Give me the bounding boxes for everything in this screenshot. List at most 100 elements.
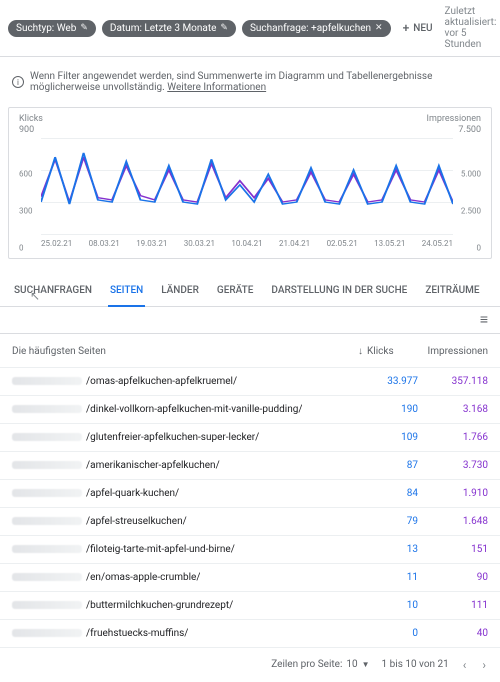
range-label: 1 bis 10 von 21 bbox=[382, 659, 449, 670]
filter-icon[interactable]: ≡ bbox=[480, 313, 488, 327]
ytick-left: 300 bbox=[19, 206, 33, 215]
url-domain-blur bbox=[12, 545, 82, 553]
page-slug: /apfel-quark-kuchen/ bbox=[86, 488, 179, 499]
ytick-left: 600 bbox=[19, 170, 33, 179]
table-header: Die häufigsten Seiten ↓ Klicks Impressio… bbox=[0, 334, 500, 368]
table-row[interactable]: /glutenfreier-apfelkuchen-super-lecker/1… bbox=[0, 424, 500, 452]
cell-impressionen: 3.730 bbox=[418, 460, 488, 471]
x-tick: 25.02.21 bbox=[41, 239, 72, 248]
chart-svg bbox=[41, 138, 453, 234]
ytick-right: 2.500 bbox=[461, 206, 481, 215]
right-axis-title: Impressionen bbox=[427, 114, 481, 125]
plus-icon: + bbox=[403, 22, 410, 34]
tab-länder[interactable]: LÄNDER bbox=[159, 273, 201, 306]
col-impressionen[interactable]: Impressionen bbox=[418, 346, 488, 357]
table-row[interactable]: /dinkel-vollkorn-apfelkuchen-mit-vanille… bbox=[0, 396, 500, 424]
chip-query[interactable]: Suchanfrage: +apfelkuchen ✕ bbox=[242, 20, 391, 37]
page-slug: /apfel-streuselkuchen/ bbox=[86, 516, 187, 527]
table-row[interactable]: /apfel-quark-kuchen/841.910 bbox=[0, 480, 500, 508]
cell-klicks: 84 bbox=[358, 488, 418, 499]
tab-seiten[interactable]: SEITEN bbox=[108, 273, 145, 306]
left-axis-header: Klicks 900 bbox=[19, 114, 43, 136]
left-axis-title: Klicks bbox=[19, 114, 43, 125]
table-row[interactable]: /filoteig-tarte-mit-apfel-und-birne/1315… bbox=[0, 536, 500, 564]
table-row[interactable]: /fruehstuecks-muffins/040 bbox=[0, 620, 500, 648]
left-axis-max: 900 bbox=[19, 125, 43, 136]
close-icon[interactable]: ✕ bbox=[375, 23, 383, 33]
dimension-tabs: SUCHANFRAGEN SEITEN LÄNDER GERÄTE DARSTELLUN… bbox=[0, 273, 500, 307]
tab-suchanfragen[interactable]: SUCHANFRAGEN bbox=[12, 273, 94, 306]
add-filter-label: NEU bbox=[413, 23, 432, 34]
x-tick: 02.05.21 bbox=[327, 239, 358, 248]
page-slug: /dinkel-vollkorn-apfelkuchen-mit-vanille… bbox=[86, 404, 302, 415]
x-axis-labels: 25.02.2108.03.2119.03.2130.03.2110.04.21… bbox=[41, 239, 453, 248]
cell-klicks: 190 bbox=[358, 404, 418, 415]
col-page[interactable]: Die häufigsten Seiten bbox=[12, 346, 358, 357]
add-filter-button[interactable]: + NEU bbox=[397, 19, 439, 37]
chip-searchtype[interactable]: Suchtyp: Web ✎ bbox=[8, 20, 96, 37]
clicks-line bbox=[41, 152, 453, 203]
page-slug: /en/omas-apple-crumble/ bbox=[86, 572, 200, 583]
prev-page-button[interactable]: ‹ bbox=[461, 658, 469, 672]
table-row[interactable]: /amerikanischer-apfelkuchen/873.730 bbox=[0, 452, 500, 480]
table-row[interactable]: /buttermilchkuchen-grundrezept/10111 bbox=[0, 592, 500, 620]
ytick-left: 0 bbox=[19, 243, 24, 252]
cell-impressionen: 3.168 bbox=[418, 404, 488, 415]
page-slug: /fruehstuecks-muffins/ bbox=[86, 628, 188, 639]
x-tick: 19.03.21 bbox=[136, 239, 167, 248]
performance-chart-card: Klicks 900 Impressionen 7.500 600 300 0 … bbox=[8, 107, 492, 259]
url-domain-blur bbox=[12, 601, 82, 609]
tab-darstellung-in-der-suche[interactable]: DARSTELLUNG IN DER SUCHE bbox=[269, 273, 409, 306]
cell-impressionen: 90 bbox=[418, 572, 488, 583]
cell-impressionen: 1.766 bbox=[418, 432, 488, 443]
table-body: /omas-apfelkuchen-apfelkruemel/33.977357… bbox=[0, 368, 500, 648]
table-pager: Zeilen pro Seite: 10 ▼ 1 bis 10 von 21 ‹… bbox=[0, 648, 500, 682]
chip-date[interactable]: Datum: Letzte 3 Monate ✎ bbox=[102, 20, 236, 37]
rows-per-page[interactable]: Zeilen pro Seite: 10 ▼ bbox=[271, 659, 369, 670]
table-row[interactable]: /apfel-streuselkuchen/791.648 bbox=[0, 508, 500, 536]
url-domain-blur bbox=[12, 573, 82, 581]
x-tick: 21.04.21 bbox=[279, 239, 310, 248]
chip-label: Suchanfrage: +apfelkuchen bbox=[250, 23, 371, 34]
table-row[interactable]: /omas-apfelkuchen-apfelkruemel/33.977357… bbox=[0, 368, 500, 396]
col-klicks[interactable]: ↓ Klicks bbox=[358, 346, 418, 357]
url-domain-blur bbox=[12, 377, 82, 385]
right-axis-max: 7.500 bbox=[427, 125, 481, 136]
tab-geräte[interactable]: GERÄTE bbox=[215, 273, 256, 306]
cell-impressionen: 111 bbox=[418, 600, 488, 611]
cell-impressionen: 1.648 bbox=[418, 516, 488, 527]
url-domain-blur bbox=[12, 629, 82, 637]
chart-area: 600 300 0 5.000 2.500 0 25.02.2108.03.21… bbox=[19, 138, 481, 248]
next-page-button[interactable]: › bbox=[480, 658, 488, 672]
edit-icon: ✎ bbox=[80, 23, 88, 33]
cell-klicks: 11 bbox=[358, 572, 418, 583]
col-klicks-label: Klicks bbox=[367, 346, 394, 357]
warning-link[interactable]: Weitere Informationen bbox=[167, 82, 266, 93]
chip-label: Datum: Letzte 3 Monate bbox=[110, 23, 217, 34]
table-row[interactable]: /en/omas-apple-crumble/1190 bbox=[0, 564, 500, 592]
rows-label: Zeilen pro Seite: bbox=[271, 659, 342, 670]
rows-value: 10 bbox=[346, 659, 357, 670]
page-slug: /amerikanischer-apfelkuchen/ bbox=[86, 460, 220, 471]
tab-zeiträume[interactable]: ZEITRÄUME bbox=[423, 273, 481, 306]
url-domain-blur bbox=[12, 517, 82, 525]
url-domain-blur bbox=[12, 433, 82, 441]
cell-impressionen: 1.910 bbox=[418, 488, 488, 499]
x-tick: 10.04.21 bbox=[231, 239, 262, 248]
cell-klicks: 87 bbox=[358, 460, 418, 471]
table-filter-bar: ≡ bbox=[0, 307, 500, 334]
page-slug: /buttermilchkuchen-grundrezept/ bbox=[86, 600, 233, 611]
url-domain-blur bbox=[12, 489, 82, 497]
filter-topbar: Suchtyp: Web ✎ Datum: Letzte 3 Monate ✎ … bbox=[0, 0, 500, 57]
x-tick: 13.05.21 bbox=[374, 239, 405, 248]
last-updated-text: Zuletzt aktualisiert: vor 5 Stunden bbox=[445, 6, 500, 50]
page-slug: /glutenfreier-apfelkuchen-super-lecker/ bbox=[86, 432, 259, 443]
cell-klicks: 13 bbox=[358, 544, 418, 555]
ytick-right: 5.000 bbox=[461, 170, 481, 179]
page-slug: /filoteig-tarte-mit-apfel-und-birne/ bbox=[86, 544, 235, 555]
page-slug: /omas-apfelkuchen-apfelkruemel/ bbox=[86, 376, 237, 387]
x-tick: 08.03.21 bbox=[89, 239, 120, 248]
sort-desc-icon: ↓ bbox=[358, 346, 363, 357]
last-updated: Zuletzt aktualisiert: vor 5 Stunden ? bbox=[445, 6, 500, 50]
cell-impressionen: 357.118 bbox=[418, 376, 488, 387]
